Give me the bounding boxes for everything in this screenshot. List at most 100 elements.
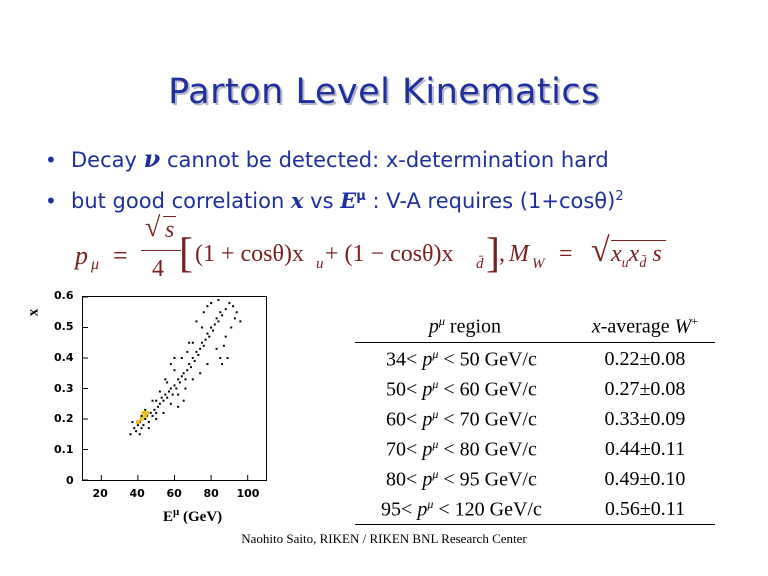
row-value: 0.49±0.10 <box>604 467 686 490</box>
scatter-point <box>151 399 154 402</box>
scatter-point <box>180 357 183 359</box>
scatter-point <box>155 418 158 420</box>
row-value: 0.44±0.11 <box>604 437 686 460</box>
scatter-point <box>173 369 176 372</box>
scatter-point <box>177 405 180 408</box>
scatter-point <box>155 399 158 402</box>
bullet-2-symbol-x: x <box>290 188 304 213</box>
row-region: 70< pμ < 80 GeV/c <box>386 436 537 461</box>
y-tick-label: 0.5 <box>54 319 74 333</box>
scatter-point <box>239 320 242 323</box>
scatter-point <box>136 424 139 427</box>
row-region: 34< pμ < 50 GeV/c <box>386 346 537 371</box>
scatter-point <box>169 363 172 366</box>
bullet-dot-icon: • <box>45 148 57 172</box>
scatter-point <box>155 411 158 414</box>
scatter-point <box>197 353 200 356</box>
scatter-point <box>188 341 191 344</box>
scatter-point <box>162 399 165 402</box>
y-tick-label: 0 <box>66 474 74 487</box>
bullet-2: • but good correlation x vs Eμ : V-A requ… <box>45 188 624 213</box>
scatter-point <box>184 387 187 390</box>
scatter-point <box>228 302 231 305</box>
x-tick-label: 40 <box>129 487 145 500</box>
scatter-point <box>153 408 156 411</box>
y-tick-label: 0.4 <box>54 350 74 364</box>
chart-xlabel: Eμ (GeV) <box>163 506 223 525</box>
y-tick-label: 0.6 <box>54 289 74 302</box>
x-tick-label: 60 <box>166 487 182 500</box>
scatter-point <box>213 323 216 326</box>
row-region: 95< pμ < 120 GeV/c <box>355 494 575 525</box>
row-value: 0.22±0.08 <box>604 347 686 370</box>
formula-lhs-sub: μ <box>91 256 100 273</box>
bullet-2-middle: vs <box>303 189 341 213</box>
scatter-point <box>135 430 138 433</box>
scatter-point <box>147 427 150 430</box>
scatter-point <box>175 387 178 390</box>
row-region: 60< pμ < 70 GeV/c <box>386 406 537 431</box>
scatter-point <box>157 405 160 408</box>
y-tick-label: 0.1 <box>54 443 74 457</box>
scatter-point <box>200 326 203 329</box>
y-tick-label: 0.2 <box>54 412 74 426</box>
row-value: 0.33±0.09 <box>604 407 686 430</box>
bullet-1: • Decay ν cannot be detected: x-determina… <box>45 144 609 173</box>
table-row: 34< pμ < 50 GeV/c 0.22±0.08 <box>355 343 715 375</box>
formula-term-1: (1 + cosθ)x <box>195 241 305 267</box>
scatter-highlight-point <box>143 413 148 418</box>
scatter-svg <box>83 297 249 480</box>
scatter-point <box>138 433 141 436</box>
scatter-point <box>206 305 209 308</box>
kinematics-formula: p μ = √ s 4 [ (1 + cosθ)x u + (1 − cosθ)… <box>75 212 715 291</box>
scatter-point <box>151 414 154 417</box>
formula-mw-sub: W <box>532 256 545 272</box>
scatter-point <box>191 378 194 381</box>
row-region: 80< pμ < 95 GeV/c <box>386 466 537 491</box>
scatter-plot <box>82 296 267 481</box>
formula-term-2: + (1 − cosθ)x <box>325 241 454 267</box>
formula-denominator: 4 <box>152 256 164 282</box>
scatter-point <box>184 378 187 381</box>
scatter-point <box>147 421 150 424</box>
scatter-point <box>129 433 132 436</box>
scatter-point <box>230 326 233 329</box>
scatter-point <box>221 314 224 317</box>
scatter-point <box>219 357 222 359</box>
scatter-point <box>171 393 174 396</box>
scatter-point <box>182 399 185 402</box>
table-row: 60< pμ < 70 GeV/c 0.33±0.09 <box>355 404 715 434</box>
bullet-2-suffix: : V-A requires (1+cosθ) <box>365 189 616 213</box>
scatter-point <box>160 396 163 399</box>
chart-ylabel: x <box>25 308 42 317</box>
scatter-point <box>186 369 189 372</box>
formula-sqrt-s: s <box>163 216 177 243</box>
scatter-point <box>217 320 220 323</box>
scatter-point <box>133 427 136 430</box>
bullet-2-sup: μ <box>356 189 366 204</box>
row-value: 0.56±0.11 <box>574 494 715 525</box>
scatter-point <box>158 402 161 405</box>
scatter-point <box>200 341 203 344</box>
scatter-point <box>208 335 211 338</box>
scatter-point <box>222 344 225 347</box>
scatter-point <box>149 411 152 414</box>
formula-right-bracket: ] <box>486 231 500 277</box>
bullet-1-prefix: Decay <box>71 148 144 172</box>
scatter-point <box>211 329 214 332</box>
scatter-point <box>168 390 171 393</box>
table-row: 50< pμ < 60 GeV/c 0.27±0.08 <box>355 374 715 404</box>
table-row: 80< pμ < 95 GeV/c 0.49±0.10 <box>355 464 715 494</box>
formula-sub-u: u <box>316 256 324 272</box>
scatter-point <box>204 338 207 341</box>
formula-left-bracket: [ <box>179 231 193 277</box>
scatter-point <box>191 357 194 359</box>
formula-mw-rhs: xuxd̄ s <box>611 240 666 272</box>
scatter-point <box>235 311 238 314</box>
scatter-point <box>206 332 209 335</box>
scatter-point <box>166 381 169 384</box>
bullet-2-symbol-e: E <box>340 188 357 213</box>
bullet-dot-icon: • <box>45 189 57 213</box>
scatter-point <box>188 363 191 366</box>
formula-mw-eq: = <box>559 241 573 267</box>
